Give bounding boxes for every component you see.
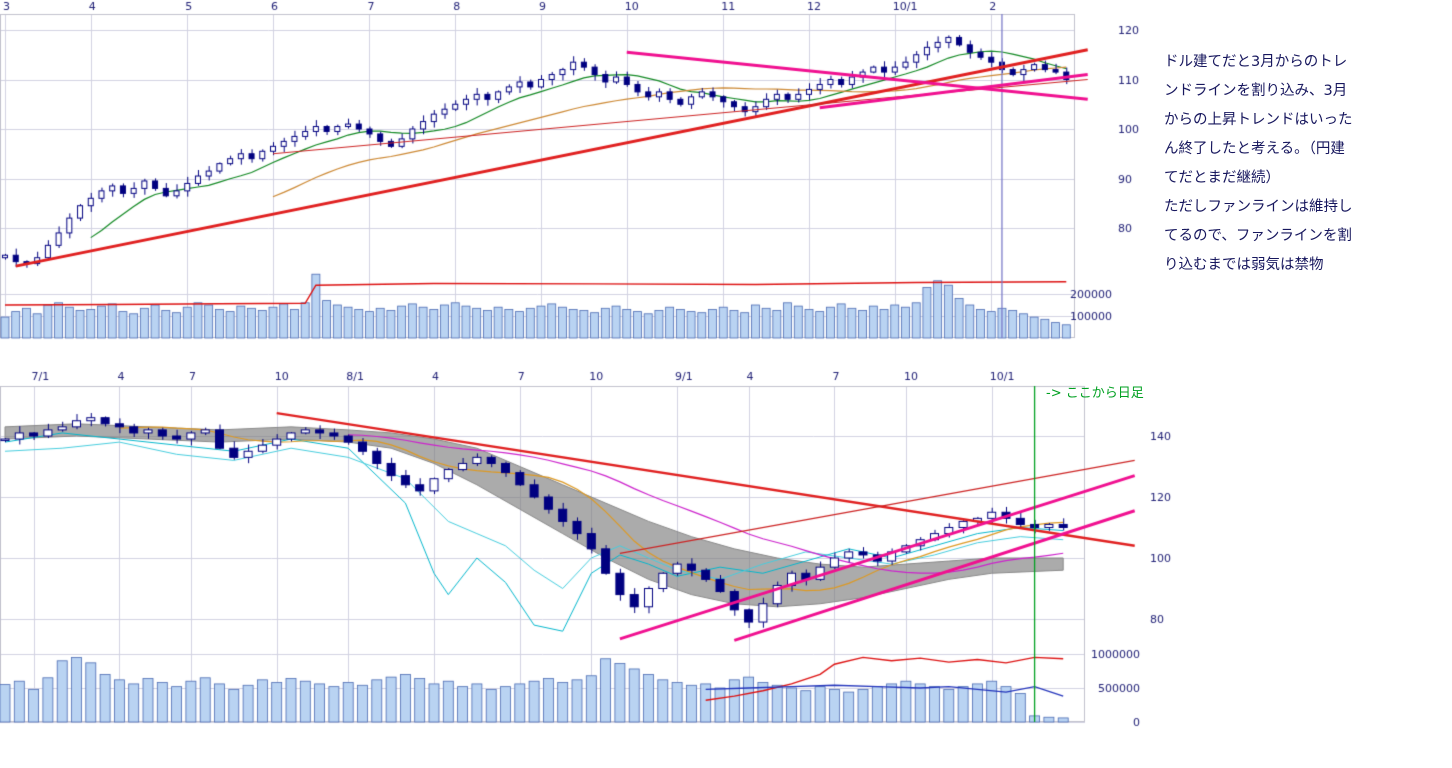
analysis-note-line: てだとまだ継続） — [1164, 170, 1280, 186]
analysis-note-line: ん終了したと考える。（円建 — [1164, 141, 1345, 157]
daily-chart-note: -> ここから日足 — [1046, 386, 1144, 401]
analysis-note-line: り込むまでは弱気は禁物 — [1164, 257, 1324, 273]
analysis-note-line: からの上昇トレンドはいった — [1164, 112, 1353, 128]
analysis-note-line: ドル建てだと3月からのトレ — [1164, 54, 1348, 70]
analysis-note: ドル建てだと3月からのトレ ンドラインを割り込み、3月 からの上昇トレンドはいっ… — [1164, 48, 1378, 280]
weekly-chart-canvas[interactable] — [0, 0, 1150, 346]
analysis-note-line: ただしファンラインは維持し — [1164, 199, 1353, 215]
analysis-note-line: ンドラインを割り込み、3月 — [1164, 83, 1348, 99]
analysis-note-line: てるので、ファンラインを割 — [1164, 228, 1352, 244]
daily-chart-canvas[interactable] — [0, 368, 1185, 730]
